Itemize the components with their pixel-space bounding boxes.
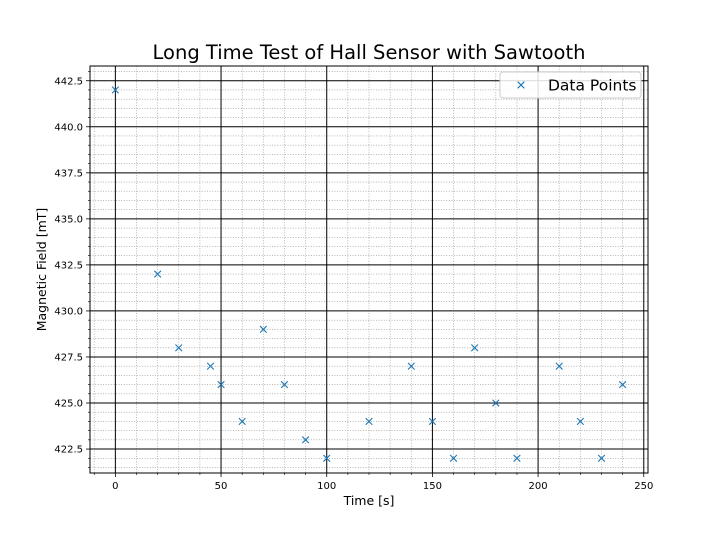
data-point	[555, 362, 563, 370]
x-tick-label: 100	[317, 481, 336, 492]
y-tick-label: 427.5	[54, 353, 83, 364]
data-point	[111, 86, 120, 94]
chart-title: Long Time Test of Hall Sensor with Sawto…	[153, 41, 586, 64]
data-points	[111, 86, 627, 462]
data-point	[153, 270, 162, 278]
x-tick-label: 150	[423, 481, 442, 492]
data-point	[449, 454, 458, 462]
data-point	[323, 454, 331, 462]
data-point	[492, 399, 500, 407]
y-tick-label: 432.5	[54, 260, 83, 271]
x-tick-label: 200	[529, 481, 548, 492]
y-tick-label: 430.0	[54, 307, 83, 318]
data-point	[365, 417, 373, 426]
axis-ticks: 0 50 100 150 200 250 422.5 425.0 427.5 430.0 432.5…	[54, 71, 653, 492]
legend-x-marker	[517, 81, 525, 89]
data-point	[259, 325, 268, 334]
data-point	[217, 380, 225, 389]
data-point	[513, 454, 521, 462]
data-point	[407, 362, 415, 370]
data-point	[597, 454, 606, 462]
data-point	[280, 380, 289, 389]
y-tick-label: 442.5	[54, 76, 83, 87]
data-point	[470, 344, 479, 352]
y-axis-label: Magnetic Field [mT]	[34, 208, 49, 332]
data-point	[301, 436, 310, 444]
data-point	[238, 417, 246, 426]
data-point	[576, 417, 585, 426]
legend: Data Points	[499, 71, 642, 99]
x-tick-label: 250	[634, 481, 653, 492]
y-tick-label: 440.0	[54, 122, 83, 133]
x-tick-label: 50	[215, 481, 228, 492]
data-point	[618, 380, 627, 389]
grid	[90, 66, 648, 473]
y-tick-label: 425.0	[54, 399, 83, 410]
legend-marker-x-icon	[517, 81, 525, 89]
x-tick-label: 0	[112, 481, 118, 492]
y-tick-label: 437.5	[54, 168, 83, 179]
y-tick-label: 422.5	[54, 445, 83, 456]
data-point	[175, 344, 183, 352]
legend-box	[499, 71, 642, 99]
data-point	[428, 417, 437, 426]
legend-label: Data Points	[548, 77, 637, 95]
x-axis-label: Time [s]	[343, 493, 395, 508]
data-point	[206, 362, 215, 370]
y-tick-label: 435.0	[54, 214, 83, 225]
